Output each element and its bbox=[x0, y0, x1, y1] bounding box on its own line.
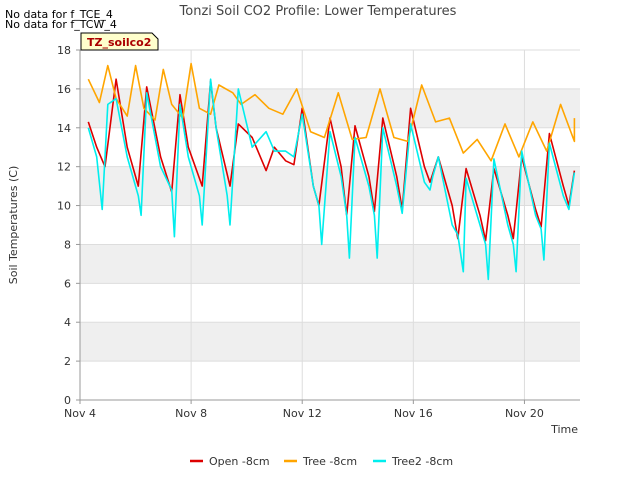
x-tick-label: Nov 16 bbox=[394, 407, 433, 420]
plot-band bbox=[80, 361, 580, 400]
no-data-notice-tcw: No data for f_TCW_4 bbox=[5, 18, 117, 31]
x-tick-labels: Nov 4 Nov 8 Nov 12 Nov 16 Nov 20 bbox=[64, 400, 544, 420]
plot-band bbox=[80, 244, 580, 284]
x-tick-label: Nov 20 bbox=[505, 407, 544, 420]
y-axis-label: Soil Temperatures (C) bbox=[7, 166, 20, 285]
series-line-2 bbox=[87, 78, 576, 281]
y-tick-label: 18 bbox=[57, 44, 71, 57]
y-tick-label: 4 bbox=[64, 316, 71, 329]
x-tick-label: Nov 12 bbox=[283, 407, 322, 420]
plot-band bbox=[80, 205, 580, 245]
x-tick-label: Nov 4 bbox=[64, 407, 96, 420]
y-tick-label: 12 bbox=[57, 161, 71, 174]
y-tick-labels: 0 2 4 6 8 10 12 14 16 18 bbox=[57, 44, 80, 407]
legend: Open -8cm Tree -8cm Tree2 -8cm bbox=[190, 455, 453, 468]
axes bbox=[79, 50, 580, 401]
y-tick-label: 2 bbox=[64, 355, 71, 368]
site-badge-label: TZ_soilco2 bbox=[87, 36, 151, 49]
y-tick-label: 6 bbox=[64, 277, 71, 290]
plot-bands bbox=[80, 50, 580, 400]
legend-label: Tree2 -8cm bbox=[391, 455, 453, 468]
chart-title: Tonzi Soil CO2 Profile: Lower Temperatur… bbox=[179, 4, 457, 19]
series-lines bbox=[87, 62, 576, 281]
x-tick-label: Nov 8 bbox=[175, 407, 207, 420]
site-badge: TZ_soilco2 bbox=[80, 32, 159, 51]
plot-band bbox=[80, 283, 580, 323]
y-tick-label: 16 bbox=[57, 83, 71, 96]
y-tick-label: 8 bbox=[64, 238, 71, 251]
y-tick-label: 10 bbox=[57, 200, 71, 213]
y-tick-label: 0 bbox=[64, 394, 71, 407]
no-data-notice-tce: No data for f_TCE_4 bbox=[5, 8, 113, 21]
series-line-1 bbox=[87, 62, 576, 162]
legend-label: Tree -8cm bbox=[302, 455, 357, 468]
y-tick-label: 14 bbox=[57, 122, 71, 135]
plot-band bbox=[80, 166, 580, 206]
plot-band bbox=[80, 50, 580, 89]
plot-band bbox=[80, 322, 580, 362]
legend-label: Open -8cm bbox=[209, 455, 270, 468]
x-axis-label: Time bbox=[550, 423, 578, 436]
